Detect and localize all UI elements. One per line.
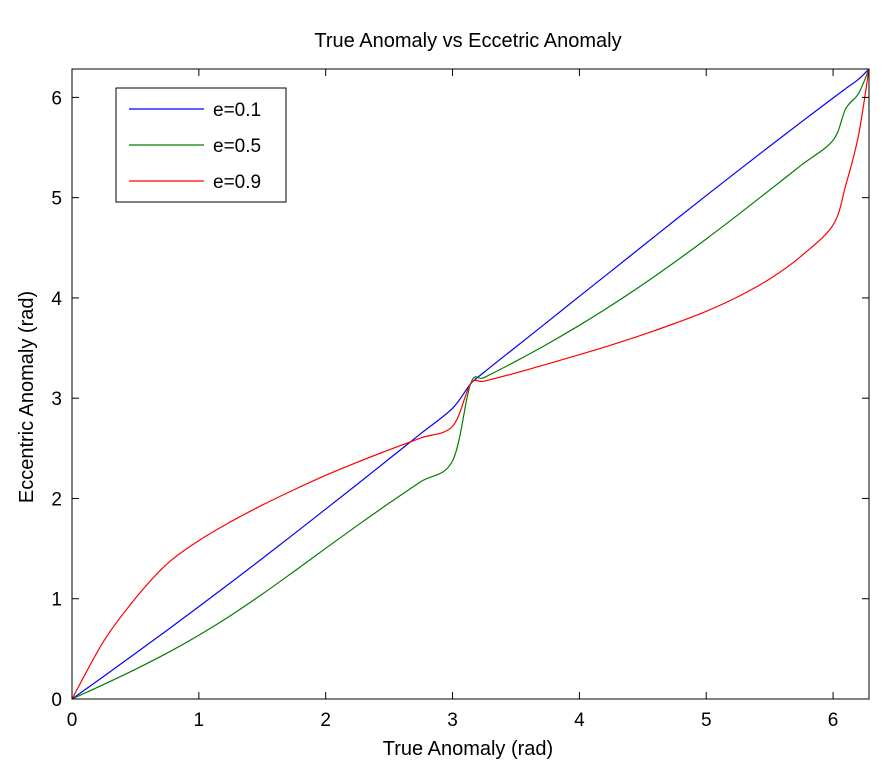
chart-title: True Anomaly vs Eccetric Anomaly	[314, 30, 621, 52]
series-line-1	[71, 68, 870, 700]
plot-frame	[71, 68, 870, 700]
series-line-2	[71, 68, 870, 700]
y-tick-label-3: 3	[51, 389, 62, 410]
x-axis-label: True Anomaly (rad)	[383, 738, 553, 760]
y-tick-label-6: 6	[51, 88, 62, 109]
series-line-3	[71, 68, 870, 700]
legend-label-3: e=0.9	[213, 172, 261, 193]
y-tick-label-1: 1	[51, 590, 62, 611]
x-tick-label-1: 1	[194, 710, 205, 731]
x-tick-label-2: 2	[320, 710, 331, 731]
y-tick-label-4: 4	[51, 289, 62, 310]
legend-label-1: e=0.1	[213, 100, 261, 121]
y-axis-label: Eccentric Anomaly (rad)	[16, 291, 38, 503]
y-tick-label-0: 0	[51, 690, 62, 711]
y-tick-label-5: 5	[51, 189, 62, 210]
ticks-layer: 0 1 2 3 4 5 6 0 1 2 3 4 5 6	[51, 69, 869, 731]
y-tick-label-2: 2	[51, 489, 62, 510]
x-tick-label-4: 4	[574, 710, 585, 731]
series-layer	[71, 68, 870, 700]
legend-label-2: e=0.5	[213, 136, 261, 157]
x-tick-label-6: 6	[828, 710, 839, 731]
x-tick-label-0: 0	[67, 710, 78, 731]
legend: e=0.1 e=0.5 e=0.9	[115, 87, 287, 203]
x-tick-label-3: 3	[447, 710, 458, 731]
x-tick-label-5: 5	[701, 710, 712, 731]
